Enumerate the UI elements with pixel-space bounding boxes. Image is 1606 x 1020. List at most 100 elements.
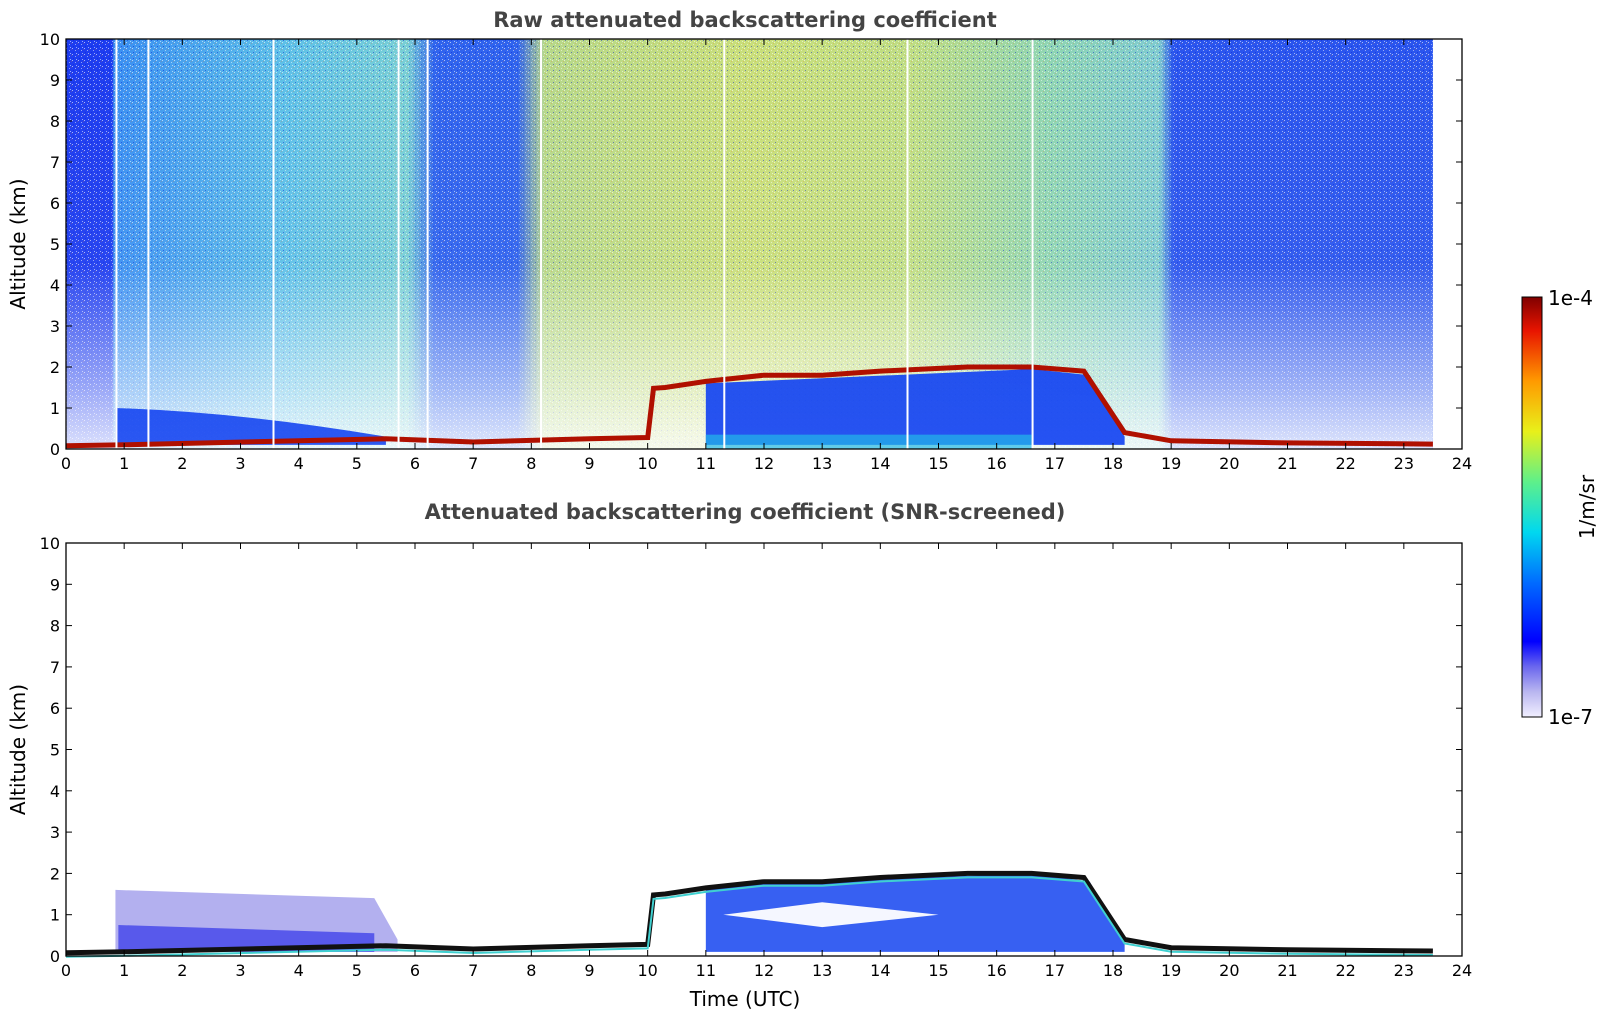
y-tick-label: 7 — [50, 658, 60, 677]
colorbar-unit-label: 1/m/sr — [1575, 474, 1599, 539]
x-tick-label: 11 — [696, 961, 716, 980]
x-tick-label: 6 — [410, 454, 420, 473]
x-tick-label: 16 — [986, 961, 1006, 980]
x-tick-label: 22 — [1335, 961, 1355, 980]
x-tick-label: 5 — [352, 454, 362, 473]
data-gap — [906, 39, 909, 449]
aerosol-layer — [115, 408, 386, 445]
panel-title: Attenuated backscattering coefficient (S… — [425, 500, 1066, 524]
data-gap — [397, 39, 400, 449]
x-tick-label: 20 — [1219, 454, 1239, 473]
x-tick-label: 19 — [1161, 454, 1181, 473]
x-tick-label: 18 — [1103, 961, 1123, 980]
x-tick-label: 0 — [61, 454, 71, 473]
x-axis-label: Time (UTC) — [689, 987, 801, 1011]
y-axis-label: Altitude (km) — [6, 178, 30, 309]
x-tick-label: 3 — [235, 961, 245, 980]
surface-layer — [705, 434, 1032, 449]
y-axis-label: Altitude (km) — [6, 684, 30, 815]
x-tick-label: 17 — [1045, 961, 1065, 980]
y-tick-label: 7 — [50, 153, 60, 172]
x-tick-label: 24 — [1452, 454, 1472, 473]
axes: 0 1 2 3 4 5 6 7 8 9 10 11 12 13 14 15 16 17 18 19 20 21 22 23 24… — [40, 534, 1473, 980]
x-tick-label: 15 — [928, 961, 948, 980]
y-tick-label: 2 — [50, 358, 60, 377]
y-tick-label: 3 — [50, 823, 60, 842]
y-tick-label: 10 — [40, 30, 60, 49]
x-tick-label: 7 — [468, 454, 478, 473]
x-tick-label: 14 — [870, 961, 890, 980]
y-tick-label: 8 — [50, 112, 60, 131]
mixed-layer — [705, 369, 1125, 445]
colorbar-gradient — [1521, 296, 1543, 718]
panel-title: Raw attenuated backscattering coefficien… — [493, 8, 997, 32]
x-tick-label: 4 — [294, 961, 304, 980]
y-tick-label: 3 — [50, 317, 60, 336]
x-tick-label: 17 — [1045, 454, 1065, 473]
x-tick-label: 8 — [526, 961, 536, 980]
data-gap — [147, 39, 150, 449]
x-tick-label: 13 — [812, 454, 832, 473]
y-tick-label: 0 — [50, 440, 60, 459]
y-tick-label: 2 — [50, 864, 60, 883]
x-tick-label: 6 — [410, 961, 420, 980]
x-tick-label: 18 — [1103, 454, 1123, 473]
data-gap — [723, 39, 726, 449]
y-tick-label: 10 — [40, 534, 60, 553]
x-tick-label: 14 — [870, 454, 890, 473]
y-tick-label: 0 — [50, 947, 60, 966]
x-tick-label: 1 — [119, 454, 129, 473]
low-level-fade — [66, 39, 1433, 449]
data-gap — [540, 39, 543, 449]
x-tick-label: 2 — [177, 454, 187, 473]
x-tick-label: 10 — [637, 454, 657, 473]
y-tick-label: 9 — [50, 575, 60, 594]
x-tick-label: 12 — [754, 961, 774, 980]
heatmap-field — [65, 39, 1433, 449]
y-tick-label: 5 — [50, 235, 60, 254]
x-tick-label: 21 — [1277, 454, 1297, 473]
y-tick-label: 9 — [50, 71, 60, 90]
x-tick-label: 9 — [584, 961, 594, 980]
x-tick-label: 12 — [754, 454, 774, 473]
x-tick-label: 23 — [1394, 454, 1414, 473]
x-tick-label: 5 — [352, 961, 362, 980]
x-tick-label: 19 — [1161, 961, 1181, 980]
x-tick-label: 0 — [61, 961, 71, 980]
x-tick-label: 4 — [294, 454, 304, 473]
data-gap — [426, 39, 429, 449]
data-gap — [1031, 39, 1034, 449]
x-tick-label: 20 — [1219, 961, 1239, 980]
screened-gap — [723, 902, 939, 928]
cloud-base-line — [65, 364, 1433, 449]
cloud-base-line — [65, 870, 1433, 956]
axes: 0 1 2 3 4 5 6 7 8 9 10 11 12 13 14 15 16 17 18 19 20 21 22 23 24… — [40, 30, 1473, 473]
y-tick-label: 1 — [50, 399, 60, 418]
y-tick-label: 4 — [50, 276, 60, 295]
y-tick-label: 1 — [50, 906, 60, 925]
data-gap — [272, 39, 275, 449]
x-tick-label: 24 — [1452, 961, 1472, 980]
heatmap-field — [65, 870, 1433, 958]
x-tick-label: 21 — [1277, 961, 1297, 980]
y-tick-label: 8 — [50, 617, 60, 636]
x-tick-label: 11 — [696, 454, 716, 473]
y-tick-label: 6 — [50, 194, 60, 213]
colorbar: 1e-4 1e-7 1/m/sr — [1521, 286, 1599, 729]
colorbar-max-label: 1e-4 — [1548, 286, 1593, 310]
y-tick-label: 4 — [50, 782, 60, 801]
x-tick-label: 10 — [637, 961, 657, 980]
snr-screened-panel: Attenuated backscattering coefficient (S… — [6, 500, 1472, 1011]
x-tick-label: 9 — [584, 454, 594, 473]
x-tick-label: 2 — [177, 961, 187, 980]
y-tick-label: 6 — [50, 699, 60, 718]
x-tick-label: 15 — [928, 454, 948, 473]
raw-backscatter-panel: Raw attenuated backscattering coefficien… — [6, 8, 1472, 473]
x-tick-label: 23 — [1394, 961, 1414, 980]
colorbar-min-label: 1e-7 — [1548, 705, 1593, 729]
y-tick-label: 5 — [50, 741, 60, 760]
x-tick-label: 3 — [235, 454, 245, 473]
x-tick-label: 8 — [526, 454, 536, 473]
data-gap — [115, 39, 118, 449]
